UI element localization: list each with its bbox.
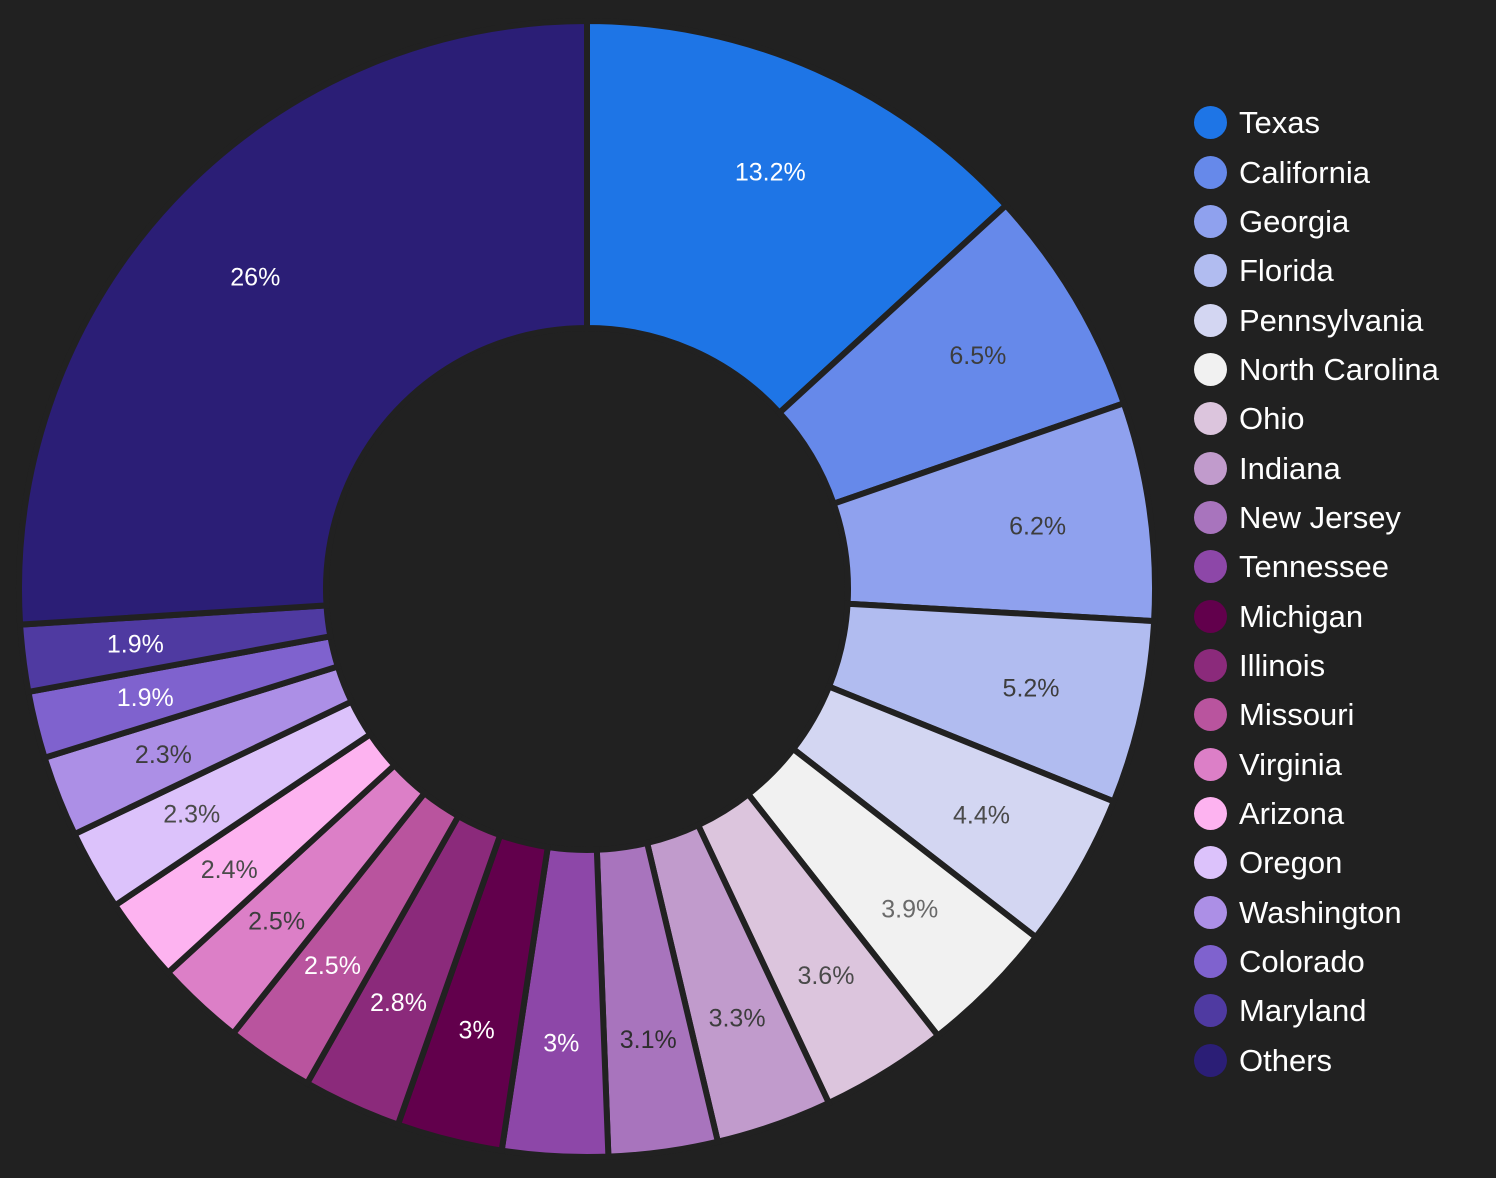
slice-label-missouri: 2.5% [304, 952, 361, 980]
legend-item-michigan[interactable]: Michigan [1194, 591, 1484, 640]
legend-label: Texas [1239, 105, 1320, 141]
legend-label: Virginia [1239, 746, 1342, 782]
legend-item-washington[interactable]: Washington [1194, 888, 1484, 937]
legend-item-florida[interactable]: Florida [1194, 246, 1484, 295]
legend-swatch-icon [1194, 451, 1227, 485]
slices-layer [16, 17, 1158, 1160]
slice-label-florida: 5.2% [1003, 674, 1060, 702]
slice-label-washington: 2.3% [135, 741, 192, 769]
legend-swatch-icon [1194, 747, 1227, 781]
legend-item-new-jersey[interactable]: New Jersey [1194, 493, 1484, 542]
legend-item-missouri[interactable]: Missouri [1194, 690, 1484, 739]
legend-item-tennessee[interactable]: Tennessee [1194, 542, 1484, 591]
slice-label-north-carolina: 3.9% [881, 896, 938, 924]
legend-label: Washington [1239, 894, 1402, 930]
legend-item-others[interactable]: Others [1194, 1036, 1484, 1085]
legend-label: Tennessee [1239, 549, 1389, 585]
legend-swatch-icon [1194, 106, 1227, 140]
legend-swatch-icon [1194, 550, 1227, 584]
slice-others[interactable] [16, 17, 590, 628]
legend-label: North Carolina [1239, 351, 1439, 387]
slice-texas[interactable] [584, 17, 1011, 417]
slice-labels-layer: 13.2% 6.5% 6.2% 5.2% 4.4% 3.9% 3.6% 3.3% 3.1% 3% 3… [107, 159, 1066, 1058]
legend-label: California [1239, 154, 1370, 190]
legend-swatch-icon [1194, 1043, 1227, 1077]
legend-label: Missouri [1239, 697, 1355, 733]
slice-label-illinois: 2.8% [370, 989, 427, 1017]
legend-label: Michigan [1239, 598, 1364, 634]
legend-swatch-icon [1194, 994, 1227, 1028]
legend-item-pennsylvania[interactable]: Pennsylvania [1194, 295, 1484, 344]
slice-label-ohio: 3.6% [797, 962, 854, 990]
legend-item-colorado[interactable]: Colorado [1194, 937, 1484, 986]
slice-label-texas: 13.2% [735, 159, 806, 187]
slice-label-tennessee: 3% [543, 1029, 579, 1057]
legend-item-indiana[interactable]: Indiana [1194, 443, 1484, 492]
legend-swatch-icon [1194, 500, 1227, 534]
legend-label: Florida [1239, 253, 1334, 289]
legend-label: Pennsylvania [1239, 302, 1424, 338]
legend-swatch-icon [1194, 846, 1227, 880]
legend-swatch-icon [1194, 303, 1227, 337]
slice-label-georgia: 6.2% [1009, 512, 1066, 540]
slice-label-others: 26% [230, 264, 280, 292]
legend-label: Arizona [1239, 795, 1345, 831]
legend-label: Others [1239, 1042, 1333, 1078]
legend-item-north-carolina[interactable]: North Carolina [1194, 345, 1484, 394]
legend-swatch-icon [1194, 352, 1227, 386]
legend: Texas California Georgia Florida Pennsylvani… [1194, 98, 1484, 1085]
legend-item-oregon[interactable]: Oregon [1194, 838, 1484, 887]
legend-item-maryland[interactable]: Maryland [1194, 986, 1484, 1035]
slice-label-arizona: 2.4% [201, 856, 258, 884]
slice-label-colorado: 1.9% [117, 684, 174, 712]
slice-label-indiana: 3.3% [709, 1005, 766, 1033]
legend-label: Illinois [1239, 647, 1326, 683]
legend-item-ohio[interactable]: Ohio [1194, 394, 1484, 443]
legend-item-illinois[interactable]: Illinois [1194, 641, 1484, 690]
legend-label: Indiana [1239, 450, 1341, 486]
legend-swatch-icon [1194, 155, 1227, 189]
legend-label: New Jersey [1239, 499, 1401, 535]
legend-item-virginia[interactable]: Virginia [1194, 739, 1484, 788]
slice-label-new-jersey: 3.1% [620, 1026, 677, 1054]
legend-item-texas[interactable]: Texas [1194, 98, 1484, 147]
legend-label: Maryland [1239, 993, 1367, 1029]
slice-label-oregon: 2.3% [163, 800, 220, 828]
legend-swatch-icon [1194, 895, 1227, 929]
legend-item-california[interactable]: California [1194, 147, 1484, 196]
slice-label-michigan: 3% [459, 1016, 495, 1044]
slice-label-virginia: 2.5% [248, 908, 305, 936]
legend-swatch-icon [1194, 599, 1227, 633]
legend-swatch-icon [1194, 945, 1227, 979]
legend-swatch-icon [1194, 648, 1227, 682]
legend-label: Colorado [1239, 944, 1365, 980]
legend-swatch-icon [1194, 254, 1227, 288]
legend-swatch-icon [1194, 796, 1227, 830]
legend-swatch-icon [1194, 204, 1227, 238]
legend-label: Georgia [1239, 203, 1350, 239]
legend-label: Ohio [1239, 401, 1305, 437]
legend-label: Oregon [1239, 845, 1343, 881]
legend-swatch-icon [1194, 402, 1227, 436]
legend-item-georgia[interactable]: Georgia [1194, 197, 1484, 246]
slice-label-maryland: 1.9% [107, 631, 164, 659]
slice-label-california: 6.5% [949, 342, 1006, 370]
legend-swatch-icon [1194, 698, 1227, 732]
slice-label-pennsylvania: 4.4% [953, 802, 1010, 830]
legend-item-arizona[interactable]: Arizona [1194, 789, 1484, 838]
